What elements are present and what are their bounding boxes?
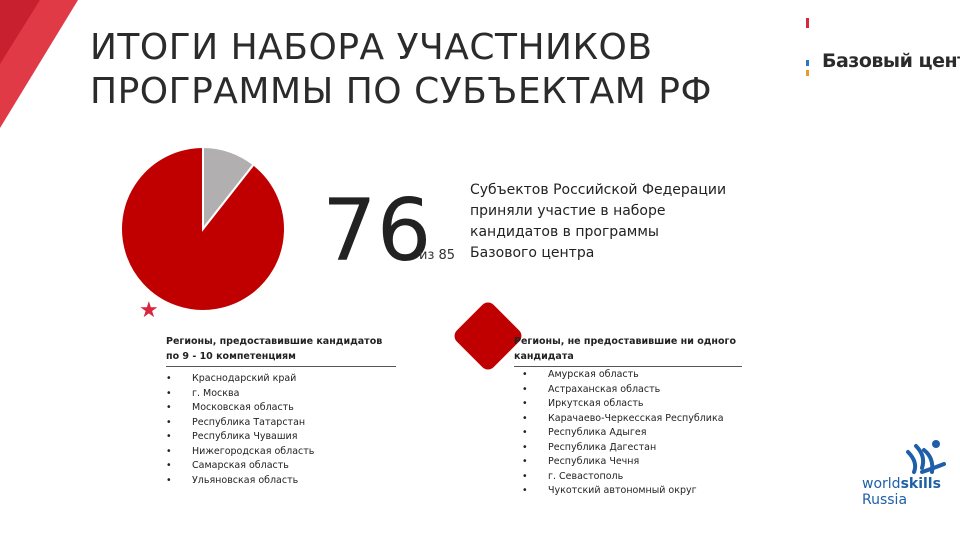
right-item: Республика Дагестан <box>522 441 724 456</box>
right-item: Республика Адыгея <box>522 426 724 441</box>
title-line-1: ИТОГИ НАБОРА УЧАСТНИКОВ <box>90 27 653 68</box>
logo-orange-mark <box>806 70 809 76</box>
left-item: Самарская область <box>166 459 314 474</box>
total-regions: из 85 <box>419 248 456 263</box>
star-icon: ★ <box>139 298 159 323</box>
right-column-heading: Регионы, не предоставившие ни одного кан… <box>514 334 742 367</box>
bazovy-centr-logo: Базовый центр <box>800 14 960 84</box>
logo-text: Базовый центр <box>822 50 960 72</box>
ws-skills: skills <box>900 476 941 492</box>
left-region-list: Краснодарский крайг. МоскваМосковская об… <box>166 372 314 488</box>
left-item: г. Москва <box>166 387 314 402</box>
right-item: Республика Чечня <box>522 455 724 470</box>
left-column-heading: Регионы, предоставившие кандидатов по 9 … <box>166 334 396 367</box>
logo-blue-mark <box>806 60 809 66</box>
left-item: Республика Татарстан <box>166 416 314 431</box>
worldskills-russia-logo: worldskills Russia <box>862 476 941 508</box>
title-line-2: ПРОГРАММЫ ПО СУБЪЕКТАМ РФ <box>90 71 712 112</box>
worldskills-emblem-icon <box>906 440 946 474</box>
right-item: Амурская область <box>522 368 724 383</box>
right-item: Чукотский автономный округ <box>522 484 724 499</box>
left-item: Краснодарский край <box>166 372 314 387</box>
left-item: Нижегородская область <box>166 445 314 460</box>
participation-pie-chart <box>120 145 286 312</box>
left-item: Московская область <box>166 401 314 416</box>
corner-stripe-decoration <box>0 0 78 128</box>
right-item: Астраханская область <box>522 383 724 398</box>
page-title: ИТОГИ НАБОРА УЧАСТНИКОВ ПРОГРАММЫ ПО СУБ… <box>90 26 712 114</box>
stat-description: Субъектов Российской Федерации приняли у… <box>470 182 727 261</box>
pie-slice-red <box>120 145 286 312</box>
right-item: Карачаево-Черкесская Республика <box>522 412 724 427</box>
left-item: Республика Чувашия <box>166 430 314 445</box>
logo-red-mark <box>806 18 809 28</box>
right-region-list: Амурская областьАстраханская областьИрку… <box>522 368 724 499</box>
participants-count: 76 <box>322 181 432 281</box>
right-item: г. Севастополь <box>522 470 724 485</box>
left-item: Ульяновская область <box>166 474 314 489</box>
ws-world: world <box>862 476 901 492</box>
ws-russia: Russia <box>862 492 908 508</box>
right-item: Иркутская область <box>522 397 724 412</box>
